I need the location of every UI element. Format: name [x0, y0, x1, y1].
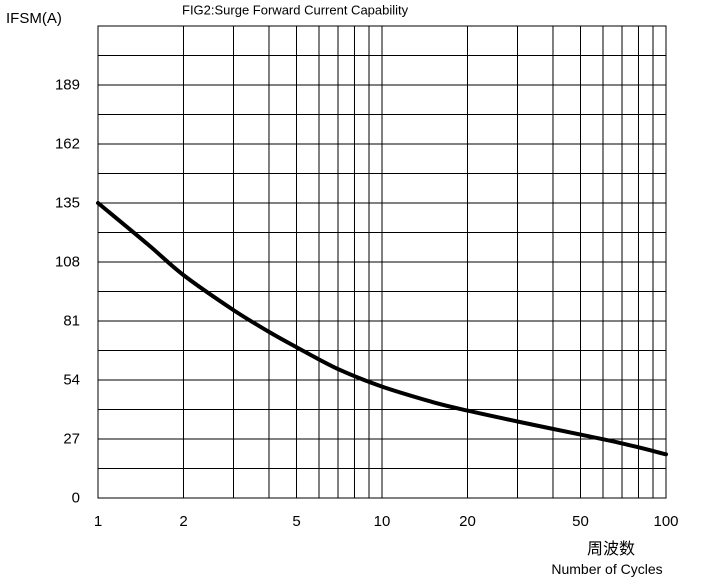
- x-tick-label: 10: [374, 513, 391, 530]
- x-tick-label: 2: [179, 513, 187, 530]
- x-tick-label: 20: [459, 513, 476, 530]
- chart-title: FIG2:Surge Forward Current Capability: [182, 3, 409, 18]
- y-tick-label: 135: [55, 195, 80, 212]
- x-tick-labels: 1 2 5 10 20 50 100: [94, 513, 679, 530]
- x-axis-label: Number of Cycles: [551, 561, 662, 577]
- y-tick-label: 81: [63, 313, 80, 330]
- x-tick-label: 50: [572, 513, 589, 530]
- x-axis-label-chinese: 周波数: [587, 539, 635, 558]
- x-tick-label: 1: [94, 513, 102, 530]
- x-tick-label: 5: [292, 513, 300, 530]
- plot-frame: [97, 25, 667, 499]
- x-tick-label: 100: [653, 513, 678, 530]
- y-tick-label: 189: [55, 77, 80, 94]
- y-tick-label: 27: [63, 431, 80, 448]
- y-tick-label: 108: [55, 254, 80, 271]
- y-tick-label: 162: [55, 136, 80, 153]
- y-tick-label: 0: [72, 490, 80, 507]
- series-line: [96, 201, 668, 457]
- y-tick-label: 54: [63, 372, 80, 389]
- series-group: [96, 201, 668, 457]
- y-axis-label: IFSM(A): [6, 10, 62, 27]
- y-tick-labels: 0 27 54 81 108 135 162 189: [55, 77, 80, 507]
- grid-lines: [98, 26, 666, 498]
